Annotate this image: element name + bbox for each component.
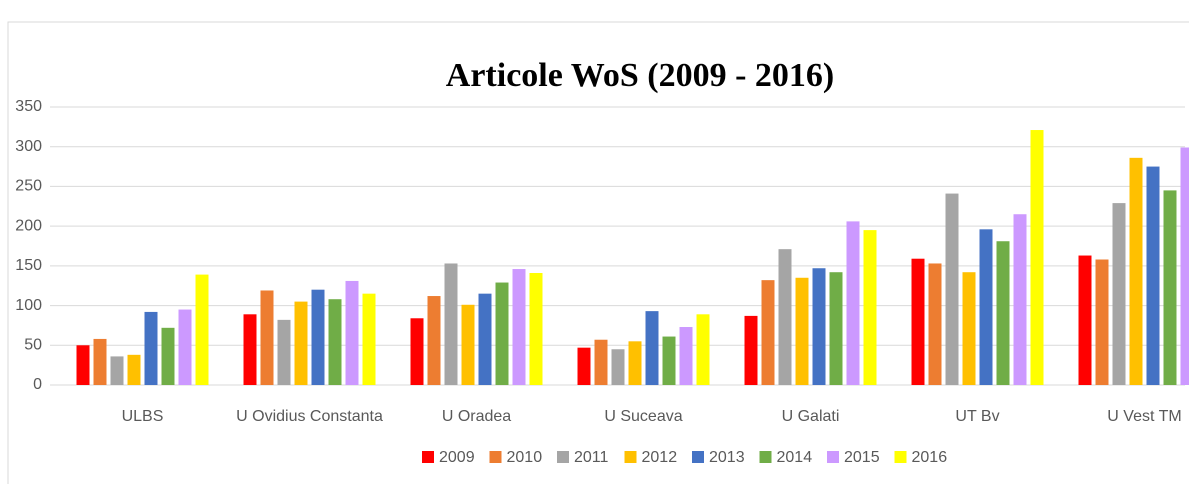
bar	[345, 280, 359, 385]
x-tick-label: U Galati	[782, 408, 840, 425]
bar	[696, 314, 710, 385]
y-tick-label: 200	[15, 217, 42, 234]
x-tick-label: U Oradea	[442, 408, 511, 425]
bar	[144, 311, 158, 385]
bar	[645, 311, 659, 385]
bar	[195, 274, 209, 385]
bar	[611, 349, 625, 385]
legend-swatch	[557, 451, 569, 463]
y-tick-label: 0	[33, 376, 42, 393]
bar	[846, 221, 860, 385]
legend-swatch	[624, 451, 637, 463]
bar	[577, 347, 591, 385]
bar	[996, 241, 1010, 385]
bar	[628, 341, 642, 385]
bar	[161, 327, 175, 385]
bar	[1146, 166, 1160, 385]
y-tick-label: 350	[15, 98, 42, 115]
bar	[761, 280, 775, 385]
bar	[795, 277, 809, 385]
bar	[962, 272, 976, 385]
bar	[1112, 203, 1126, 385]
bar	[76, 345, 90, 385]
bar	[529, 273, 543, 385]
x-tick-label: U Suceava	[604, 408, 682, 425]
bar	[1078, 255, 1092, 385]
bar	[1030, 130, 1044, 385]
legend-label: 2013	[709, 449, 745, 466]
y-tick-label: 100	[15, 297, 42, 314]
bar	[1013, 214, 1027, 385]
x-tick-label: U Ovidius Constanta	[236, 408, 383, 425]
bar	[110, 356, 124, 385]
bar	[928, 263, 942, 385]
bar	[311, 289, 325, 385]
bar	[410, 318, 424, 385]
bar	[512, 269, 526, 385]
bar	[829, 272, 843, 385]
bar	[478, 293, 492, 385]
y-tick-label: 250	[15, 178, 42, 195]
bar	[979, 229, 993, 385]
bar	[679, 327, 693, 385]
bar	[444, 263, 458, 385]
y-tick-label: 300	[15, 138, 42, 155]
legend-swatch	[692, 451, 704, 463]
legend-swatch	[422, 451, 434, 463]
bar	[243, 314, 257, 385]
legend-swatch	[827, 451, 839, 463]
bar	[594, 339, 608, 385]
bar	[863, 230, 877, 385]
y-tick-label: 150	[15, 257, 42, 274]
bar	[812, 268, 826, 385]
legend-label: 2014	[777, 449, 813, 466]
bar	[495, 282, 509, 385]
bar	[778, 249, 792, 385]
bar	[294, 301, 308, 385]
legend-label: 2012	[642, 449, 678, 466]
legend-label: 2011	[574, 449, 609, 466]
legend-label: 2009	[439, 449, 475, 466]
legend-label: 2010	[507, 449, 543, 466]
x-tick-label: ULBS	[122, 408, 164, 425]
bar	[178, 309, 192, 385]
chart-title: Articole WoS (2009 - 2016)	[446, 57, 834, 94]
bar	[662, 336, 676, 385]
bar	[277, 319, 291, 385]
bar	[1180, 147, 1189, 385]
y-tick-label: 50	[24, 337, 42, 354]
bar	[911, 258, 925, 385]
bar	[945, 193, 959, 385]
legend-swatch	[489, 451, 502, 463]
x-tick-label: UT Bv	[955, 408, 999, 425]
bar	[1129, 157, 1143, 385]
legend-label: 2016	[912, 449, 948, 466]
bar	[461, 304, 475, 385]
bar	[127, 354, 141, 385]
bar	[744, 315, 758, 385]
bar	[1095, 259, 1109, 385]
chart-frame	[7, 21, 1189, 484]
x-tick-label: U Vest TM	[1107, 408, 1181, 425]
bar	[427, 296, 441, 385]
bar	[328, 299, 342, 385]
bar	[362, 293, 376, 385]
bar	[260, 290, 274, 385]
bar	[1163, 190, 1177, 385]
bar	[93, 338, 107, 385]
legend-label: 2015	[844, 449, 880, 466]
legend-swatch	[759, 451, 772, 463]
legend-swatch	[894, 451, 907, 463]
